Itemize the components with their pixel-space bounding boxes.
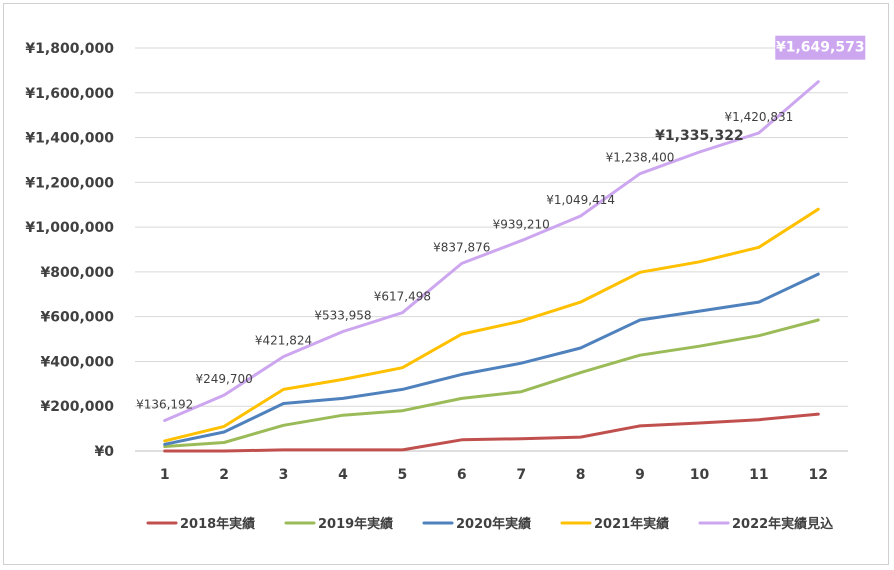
legend-item: 2022年実績見込 <box>698 516 834 532</box>
x-tick-label: 7 <box>516 467 526 483</box>
series-line-2 <box>163 318 820 448</box>
gridlines <box>135 47 848 452</box>
x-tick-label: 3 <box>279 467 289 483</box>
x-tick-label: 4 <box>338 467 348 483</box>
y-tick-label: ¥1,000,000 <box>25 220 114 236</box>
data-labels: ¥136,192¥249,700 ¥421,824¥533,958¥617,498… <box>136 35 866 412</box>
chart-frame <box>3 3 889 565</box>
data-label: ¥1,420,831 <box>725 110 794 124</box>
legend-item: 2021年実績 <box>560 516 669 532</box>
legend: 2018年実績 2019年実績 2020年実績 2021年実績 2022年実績見込 <box>146 516 834 532</box>
series-line-4 <box>163 207 820 443</box>
data-label: ¥136,192 <box>136 398 193 412</box>
legend-item: 2019年実績 <box>284 516 393 532</box>
legend-label: 2018年実績 <box>180 516 255 532</box>
y-tick-label: ¥1,800,000 <box>25 41 114 57</box>
x-tick-label: 8 <box>576 467 586 483</box>
x-axis: 1 2 3 4 5 6 7 8 9 10 11 12 <box>160 467 828 483</box>
y-tick-label: ¥1,200,000 <box>25 175 114 191</box>
data-label: ¥617,498 <box>374 290 431 304</box>
legend-label: 2022年実績見込 <box>732 516 834 532</box>
data-label: ¥1,335,322 <box>655 128 744 144</box>
x-tick-label: 10 <box>690 467 710 483</box>
data-label-highlight-box <box>775 35 866 60</box>
data-label: ¥249,700 <box>195 372 252 386</box>
series-line-3 <box>163 272 820 446</box>
legend-item: 2018年実績 <box>146 516 255 532</box>
y-tick-label: ¥400,000 <box>40 354 114 370</box>
x-tick-label: 2 <box>219 467 229 483</box>
series-line-1 <box>163 412 820 453</box>
y-tick-label: ¥200,000 <box>40 399 114 415</box>
y-tick-label: ¥800,000 <box>40 265 114 281</box>
y-axis: ¥0 ¥200,000 ¥400,000 ¥600,000 ¥800,000 ¥1,000… <box>25 41 114 460</box>
x-tick-label: 6 <box>457 467 467 483</box>
x-tick-label: 5 <box>398 467 408 483</box>
x-tick-label: 11 <box>749 467 768 483</box>
series-line-5 <box>163 80 820 422</box>
legend-label: 2021年実績 <box>594 516 669 532</box>
x-tick-label: 9 <box>635 467 645 483</box>
data-label: ¥837,876 <box>433 240 490 254</box>
y-tick-label: ¥1,600,000 <box>25 86 114 102</box>
legend-label: 2020年実績 <box>456 516 531 532</box>
y-tick-label: ¥600,000 <box>40 310 114 326</box>
x-tick-label: 1 <box>160 467 170 483</box>
data-label: ¥421,824 <box>255 334 312 348</box>
legend-label: 2019年実績 <box>318 516 393 532</box>
data-label: ¥1,649,573 <box>776 40 865 56</box>
y-tick-label: ¥0 <box>95 444 115 460</box>
data-label: ¥533,958 <box>314 308 371 322</box>
series-lines <box>163 80 820 453</box>
data-label: ¥1,049,414 <box>546 193 615 207</box>
y-tick-label: ¥1,400,000 <box>25 131 114 147</box>
legend-item: 2020年実績 <box>422 516 531 532</box>
data-label: ¥1,238,400 <box>606 151 675 165</box>
x-tick-label: 12 <box>809 467 828 483</box>
data-label: ¥939,210 <box>493 218 550 232</box>
